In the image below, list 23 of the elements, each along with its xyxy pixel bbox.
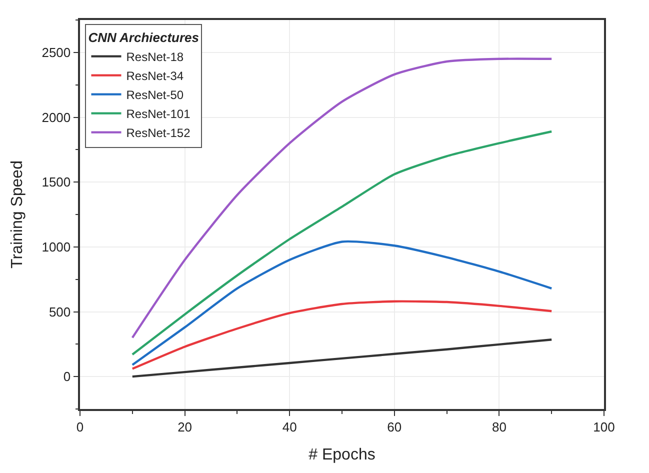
legend-label: ResNet-34	[126, 68, 184, 83]
y-tick-label: 1000	[42, 239, 71, 254]
x-tick-label: 100	[593, 419, 615, 434]
x-tick-label: 0	[76, 419, 84, 434]
y-tick-label: 1500	[42, 174, 71, 190]
line-series	[131, 300, 553, 370]
legend-title: CNN Archiectures	[88, 30, 200, 45]
legend-label: ResNet-50	[126, 88, 184, 102]
legend-label: ResNet-152	[126, 126, 191, 140]
y-axis-title: Training Speed	[9, 160, 26, 268]
y-tick-label: 2000	[42, 110, 71, 125]
y-tick-label: 0	[63, 369, 71, 384]
line-series	[131, 240, 553, 366]
x-tick-label: 20	[178, 419, 192, 434]
x-tick-label: 40	[282, 419, 297, 434]
x-tick-label: 60	[387, 419, 402, 434]
line-series	[131, 338, 553, 378]
legend-label: ResNet-101	[126, 106, 191, 121]
y-tick-label: 2500	[42, 44, 71, 60]
x-tick-label: 80	[492, 419, 506, 434]
legend-label: ResNet-18	[126, 50, 184, 64]
y-tick-label: 500	[48, 304, 71, 320]
x-axis-title: # Epochs	[308, 446, 376, 464]
